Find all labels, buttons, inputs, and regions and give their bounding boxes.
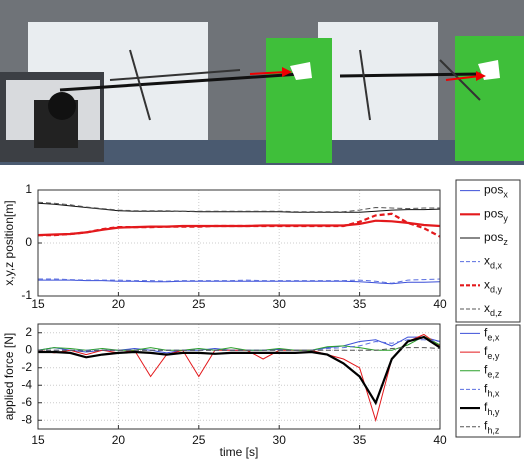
legend-name: f — [484, 363, 488, 377]
legend-name: f — [484, 326, 488, 340]
y-tick-label: -6 — [21, 395, 32, 409]
legend-label: xd,x — [484, 254, 503, 271]
legend-subscript: d,y — [490, 285, 503, 295]
legend-label: fh,z — [484, 419, 500, 436]
legend-label: fe,y — [484, 344, 500, 361]
series-line — [38, 279, 441, 285]
y-axis-label: applied force [N] — [2, 333, 16, 420]
y-tick-label: 0 — [25, 342, 32, 356]
x-tick-label: 25 — [192, 433, 206, 447]
legend-label: posz — [484, 230, 508, 247]
legend-subscript: d,x — [490, 261, 503, 271]
legend-subscript: h,z — [487, 426, 500, 436]
x-tick-label: 15 — [31, 433, 45, 447]
legend-subscript: h,y — [487, 407, 500, 417]
y-tick-label: 0 — [25, 235, 32, 249]
series-line — [38, 335, 441, 406]
legend-subscript: y — [503, 214, 508, 224]
legend-subscript: z — [503, 237, 508, 247]
x-tick-label: 20 — [112, 297, 126, 311]
legend-subscript: e,z — [487, 370, 500, 380]
y-tick-label: 2 — [25, 325, 32, 339]
series-line — [38, 278, 441, 284]
series-line — [38, 212, 441, 238]
x-tick-label: 15 — [31, 297, 45, 311]
legend-name: f — [484, 400, 488, 414]
x-tick-label: 30 — [273, 433, 287, 447]
legend-name: f — [484, 382, 488, 396]
legend-subscript: e,y — [487, 351, 500, 361]
legend-name: f — [484, 344, 488, 358]
series-line — [37, 335, 441, 351]
legend-name: x — [484, 254, 490, 268]
y-tick-label: 1 — [25, 182, 32, 196]
legend-subscript: d,z — [490, 308, 503, 318]
x-axis-label: time [s] — [220, 445, 259, 459]
y-tick-label: -8 — [21, 412, 32, 426]
y-tick-label: -4 — [21, 377, 32, 391]
legend-name: x — [484, 277, 490, 291]
x-tick-label: 35 — [353, 297, 367, 311]
x-tick-label: 40 — [433, 433, 447, 447]
legend-name: x — [484, 301, 490, 315]
x-tick-label: 35 — [353, 433, 367, 447]
plot-frame — [37, 323, 441, 430]
legend-subscript: x — [503, 190, 508, 200]
y-axis-label: x,y,z position[m] — [2, 200, 16, 285]
legend-name: pos — [484, 230, 503, 244]
legend-box — [455, 179, 521, 323]
legend-box — [455, 324, 521, 438]
plot-area — [38, 324, 440, 429]
legend-name: f — [484, 419, 488, 433]
legend-label: posy — [484, 206, 508, 223]
legend-label: fh,x — [484, 382, 500, 399]
legend-subscript: h,x — [487, 389, 500, 399]
x-tick-label: 25 — [192, 297, 206, 311]
x-tick-label: 30 — [273, 297, 287, 311]
x-tick-label: 20 — [112, 433, 126, 447]
y-tick-label: -2 — [21, 360, 32, 374]
legend-label: xd,y — [484, 277, 503, 294]
y-tick-label: -1 — [21, 288, 32, 302]
legend-label: fh,y — [484, 400, 500, 417]
series-line — [38, 347, 441, 352]
photo — [0, 0, 524, 165]
legend-name: pos — [484, 183, 503, 197]
x-tick-label: 40 — [433, 297, 447, 311]
legend-label: fe,x — [484, 326, 500, 343]
legend-label: fe,z — [484, 363, 500, 380]
series-line — [37, 201, 440, 213]
legend-label: posx — [484, 183, 508, 200]
plot-frame — [37, 189, 441, 297]
legend-name: pos — [484, 206, 503, 220]
legend-subscript: e,x — [487, 333, 500, 343]
legend-label: xd,z — [484, 301, 503, 318]
